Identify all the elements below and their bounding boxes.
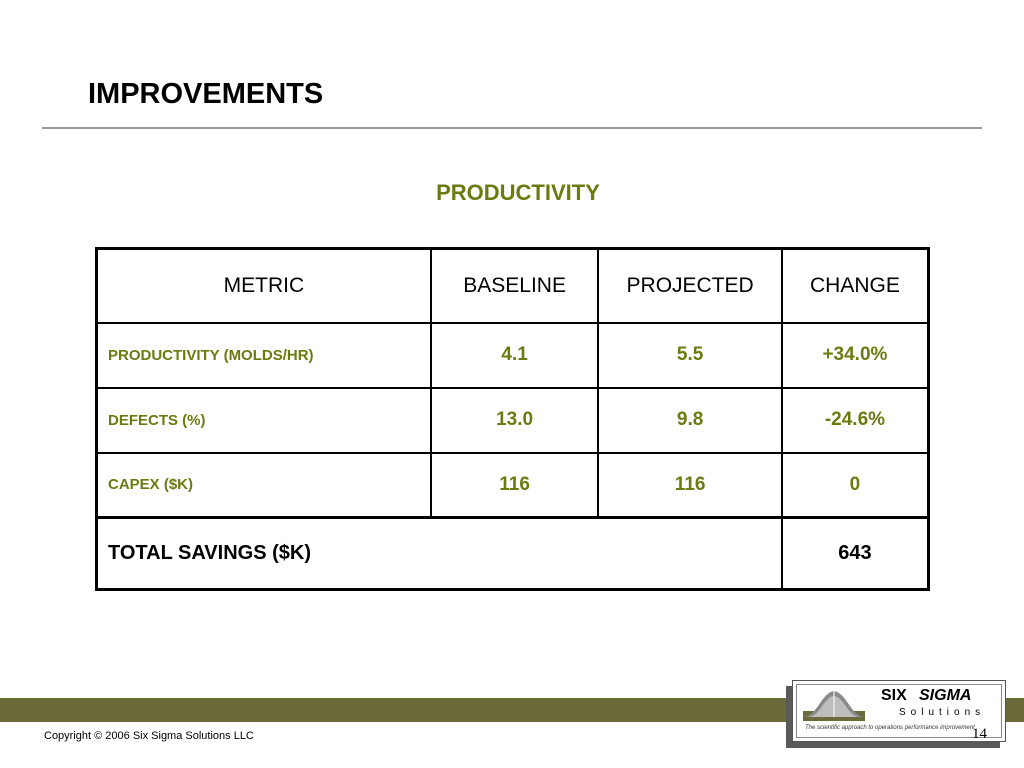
slide-title: IMPROVEMENTS <box>88 78 324 110</box>
cell-projected: 5.5 <box>597 321 783 389</box>
metrics-table: METRIC BASELINE PROJECTED CHANGE PRODUCT… <box>95 247 930 591</box>
cell-metric: PRODUCTIVITY (MOLDS/HR) <box>95 321 432 389</box>
header-baseline: BASELINE <box>429 247 600 324</box>
page-number: 14 <box>972 726 987 742</box>
logo-frame <box>796 684 1002 738</box>
logo-solutions-text: Solutions <box>899 707 986 718</box>
cell-baseline: 116 <box>429 451 600 519</box>
logo-sigma-text: SIGMA <box>919 687 972 704</box>
total-label: TOTAL SAVINGS ($K) <box>95 516 783 591</box>
header-projected: PROJECTED <box>597 247 783 324</box>
cell-change: -24.6% <box>780 386 930 454</box>
logo-tagline: The scientific approach to operations pe… <box>805 725 975 731</box>
title-divider <box>42 127 982 129</box>
table-row: DEFECTS (%) 13.0 9.8 -24.6% <box>95 386 930 454</box>
copyright-text: Copyright © 2006 Six Sigma Solutions LLC <box>44 730 254 742</box>
cell-metric: CAPEX ($K) <box>95 451 432 519</box>
header-metric: METRIC <box>95 247 432 324</box>
bell-curve-icon <box>803 687 865 721</box>
company-logo: SIX SIGMA Solutions The scientific appro… <box>792 680 1006 742</box>
table-header-row: METRIC BASELINE PROJECTED CHANGE <box>95 247 930 324</box>
total-value: 643 <box>780 516 930 591</box>
cell-baseline: 13.0 <box>429 386 600 454</box>
cell-metric: DEFECTS (%) <box>95 386 432 454</box>
cell-baseline: 4.1 <box>429 321 600 389</box>
slide-subtitle: PRODUCTIVITY <box>436 180 600 205</box>
cell-projected: 9.8 <box>597 386 783 454</box>
table-row: CAPEX ($K) 116 116 0 <box>95 451 930 519</box>
logo-six-text: SIX <box>881 687 907 704</box>
cell-projected: 116 <box>597 451 783 519</box>
cell-change: +34.0% <box>780 321 930 389</box>
header-change: CHANGE <box>780 247 930 324</box>
total-row: TOTAL SAVINGS ($K) 643 <box>95 516 930 591</box>
table-row: PRODUCTIVITY (MOLDS/HR) 4.1 5.5 +34.0% <box>95 321 930 389</box>
cell-change: 0 <box>780 451 930 519</box>
